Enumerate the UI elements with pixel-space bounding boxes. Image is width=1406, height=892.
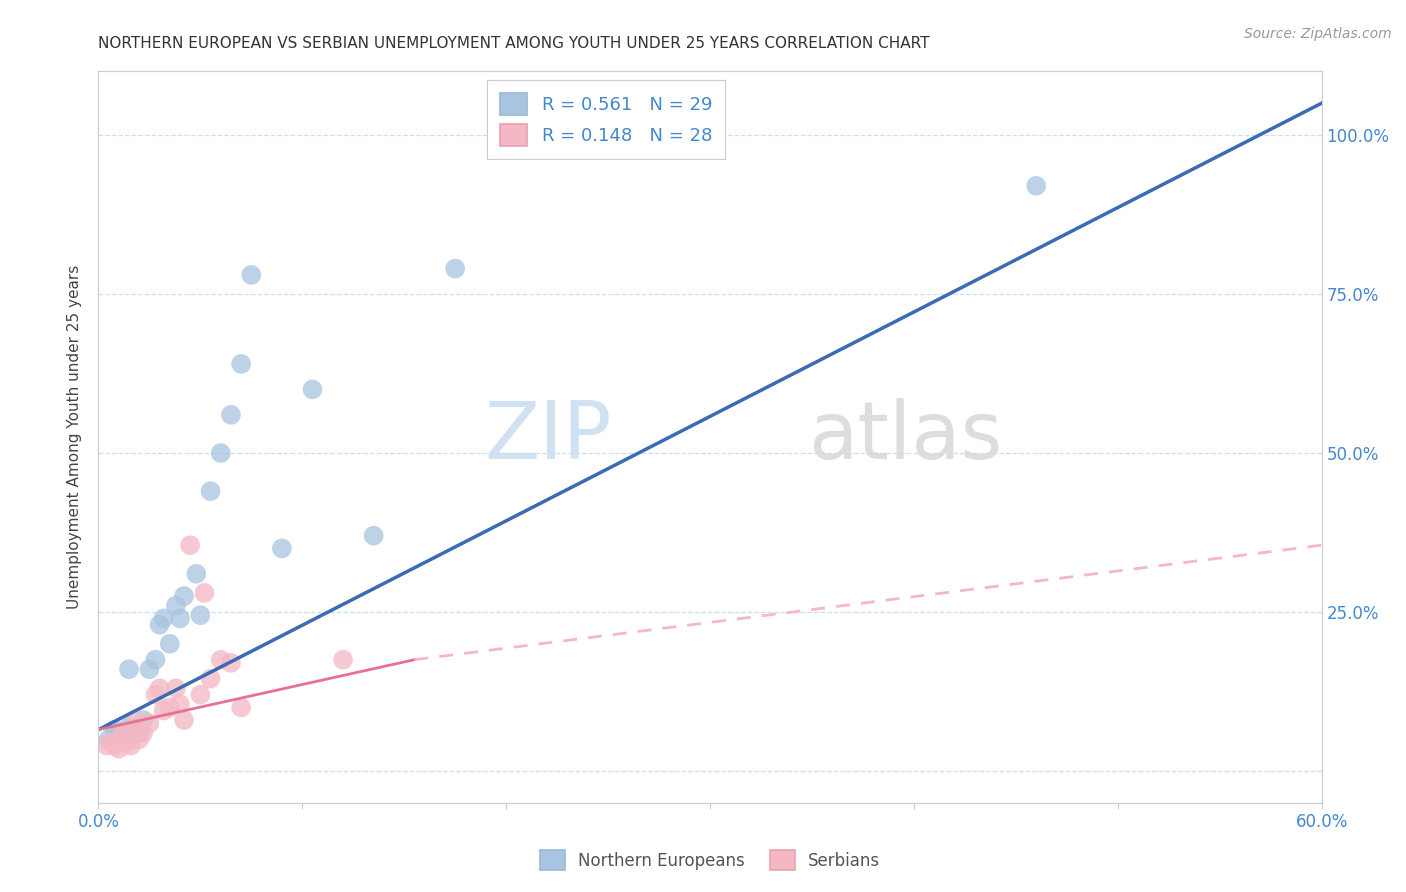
Point: [193, 586, 215, 600]
Point: [152, 611, 174, 625]
Y-axis label: Unemployment Among Youth under 25 years: Unemployment Among Youth under 25 years: [67, 265, 83, 609]
Point: [96, 739, 118, 753]
Point: [128, 726, 150, 740]
Point: [209, 653, 232, 667]
Point: [138, 716, 160, 731]
Point: [111, 729, 134, 743]
Point: [128, 732, 150, 747]
Point: [120, 739, 142, 753]
Point: [118, 719, 141, 733]
Point: [104, 723, 127, 737]
Point: [188, 688, 212, 702]
Point: [240, 268, 263, 282]
Point: [186, 566, 208, 581]
Text: Source: ZipAtlas.com: Source: ZipAtlas.com: [1244, 27, 1392, 41]
Point: [108, 726, 131, 740]
Point: [270, 541, 294, 556]
Point: [444, 261, 467, 276]
Point: [124, 726, 146, 740]
Point: [149, 681, 172, 696]
Point: [149, 617, 172, 632]
Point: [152, 704, 174, 718]
Point: [132, 726, 155, 740]
Point: [173, 713, 195, 727]
Legend: Northern Europeans, Serbians: Northern Europeans, Serbians: [531, 841, 889, 879]
Text: atlas: atlas: [808, 398, 1002, 476]
Point: [231, 700, 253, 714]
Point: [165, 681, 187, 696]
Point: [97, 732, 120, 747]
Point: [111, 726, 134, 740]
Point: [1025, 178, 1047, 193]
Point: [200, 484, 222, 499]
Point: [145, 653, 167, 667]
Point: [159, 637, 181, 651]
Point: [231, 357, 253, 371]
Point: [332, 653, 354, 667]
Point: [200, 672, 222, 686]
Point: [124, 723, 146, 737]
Point: [169, 611, 191, 625]
Point: [169, 697, 191, 711]
Text: ZIP: ZIP: [485, 398, 612, 476]
Point: [115, 735, 138, 749]
Point: [188, 608, 212, 623]
Point: [209, 446, 232, 460]
Point: [301, 383, 323, 397]
Point: [111, 729, 134, 743]
Point: [219, 408, 242, 422]
Point: [179, 538, 201, 552]
Point: [118, 662, 141, 676]
Point: [138, 662, 160, 676]
Point: [104, 739, 127, 753]
Point: [100, 735, 122, 749]
Point: [159, 700, 181, 714]
Point: [219, 656, 242, 670]
Point: [124, 713, 146, 727]
Point: [132, 713, 155, 727]
Text: NORTHERN EUROPEAN VS SERBIAN UNEMPLOYMENT AMONG YOUTH UNDER 25 YEARS CORRELATION: NORTHERN EUROPEAN VS SERBIAN UNEMPLOYMEN…: [98, 36, 929, 51]
Point: [165, 599, 187, 613]
Point: [145, 688, 167, 702]
Point: [108, 741, 131, 756]
Point: [363, 529, 385, 543]
Point: [173, 589, 195, 603]
